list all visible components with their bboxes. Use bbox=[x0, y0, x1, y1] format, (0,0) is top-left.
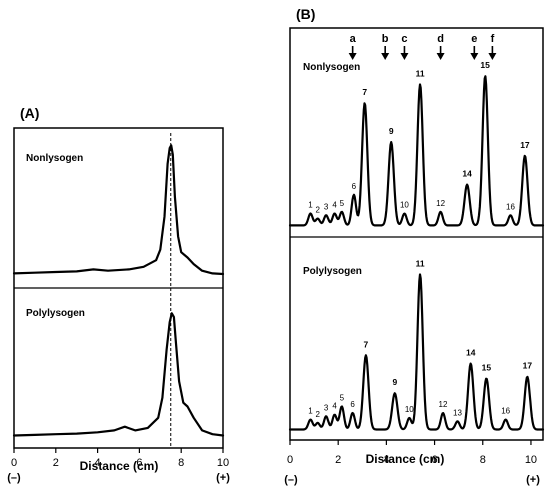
panel-b-peak-label: 15 bbox=[482, 362, 492, 372]
panel-b-peak-label: 6 bbox=[350, 400, 355, 409]
panel-b-peak-label: 17 bbox=[520, 140, 530, 150]
panel-b-peak-label: 12 bbox=[439, 400, 448, 409]
panel-b-peak-label: 4 bbox=[332, 201, 337, 210]
panel-a-x-tick-label: 2 bbox=[53, 457, 59, 469]
panel-b-trace-bottom bbox=[288, 273, 545, 431]
panel-b-peak-label: 14 bbox=[466, 348, 476, 358]
panel-b-peak-label: 16 bbox=[501, 407, 510, 416]
panel-b-peak-label: 9 bbox=[389, 126, 394, 136]
panel-a-x-tick-label: 0 bbox=[11, 457, 17, 469]
panel-a-series-label-bottom: Polylysogen bbox=[26, 308, 85, 319]
panel-b-x-ticks: 0 2 4 6 8 10 bbox=[287, 440, 537, 466]
panel-b-peak-label: 3 bbox=[324, 403, 329, 412]
panel-b-plus-label: (+) bbox=[526, 474, 540, 486]
panel-b-peak-label: 3 bbox=[324, 202, 329, 211]
panel-b-peak-label: 5 bbox=[340, 199, 345, 208]
panel-a-minus-label: (–) bbox=[7, 472, 21, 484]
panel-b-peak-label: 2 bbox=[315, 410, 320, 419]
panel-b-peak-label: 1 bbox=[308, 407, 313, 416]
panel-b-peak-label: 2 bbox=[315, 206, 320, 215]
panel-b-peak-label: 12 bbox=[436, 199, 445, 208]
panel-a-x-axis-title: Distance (cm) bbox=[80, 459, 159, 473]
panel-a-traces bbox=[12, 133, 225, 448]
panel-b-marker-label: a bbox=[350, 33, 357, 45]
panel-b-peak-label: 17 bbox=[523, 361, 533, 371]
panel-b-x-tick-label: 10 bbox=[525, 454, 537, 466]
panel-b-peak-label: 11 bbox=[416, 68, 425, 78]
panel-b-peak-label: 5 bbox=[340, 393, 345, 402]
panel-b-marker-label: d bbox=[437, 33, 444, 45]
panel-b-x-tick-label: 2 bbox=[335, 454, 341, 466]
panel-b-x-tick-label: 8 bbox=[480, 454, 486, 466]
panel-b-peak-label: 7 bbox=[364, 339, 369, 349]
panel-a-x-tick-label: 4 bbox=[95, 457, 101, 469]
panel-b-x-tick-label: 6 bbox=[432, 454, 438, 466]
panel-b-peak-label: 10 bbox=[400, 201, 409, 210]
panel-b-marker-arrow-head bbox=[381, 53, 390, 60]
panel-a: (A) Nonlysogen Polylysogen 0 2 4 6 8 10 (–) (… bbox=[7, 105, 230, 484]
panel-b-peak-label: 9 bbox=[392, 377, 397, 387]
panel-a-trace-top bbox=[12, 144, 225, 276]
panel-b-peak-label: 10 bbox=[405, 405, 414, 414]
panel-b-marker-label: f bbox=[491, 33, 495, 45]
panel-b-trace-top bbox=[288, 75, 545, 227]
panel-b-traces bbox=[288, 75, 545, 431]
panel-b-peak-label: 7 bbox=[362, 87, 367, 97]
panel-b-marker-label: b bbox=[382, 33, 389, 45]
panel-b-x-tick-label: 0 bbox=[287, 454, 293, 466]
panel-b-frame bbox=[289, 27, 544, 441]
panel-a-label: (A) bbox=[20, 105, 39, 121]
panel-b-x-tick-label: 4 bbox=[383, 454, 389, 466]
panel-b-marker-arrow-head bbox=[436, 53, 445, 60]
panel-b-peak-label: 11 bbox=[416, 258, 425, 268]
panel-b-peak-label: 14 bbox=[462, 169, 472, 179]
panel-b-peak-label: 13 bbox=[453, 408, 462, 417]
panel-a-x-tick-label: 6 bbox=[136, 457, 142, 469]
panel-a-trace-bottom bbox=[12, 312, 225, 437]
panel-b-peak-label: 15 bbox=[480, 60, 490, 70]
panel-a-x-ticks: 0 2 4 6 8 10 bbox=[11, 448, 229, 469]
panel-b-series-label-top: Nonlysogen bbox=[303, 62, 360, 73]
panel-b-peak-label: 4 bbox=[332, 402, 337, 411]
panel-a-series-label-top: Nonlysogen bbox=[26, 153, 83, 164]
panel-b-marker-arrow-head bbox=[470, 53, 479, 60]
panel-b-marker-label: e bbox=[471, 33, 477, 45]
panel-a-x-tick-label: 8 bbox=[178, 457, 184, 469]
panel-b-marker-label: c bbox=[401, 33, 407, 45]
panel-a-x-tick-label: 10 bbox=[217, 457, 229, 469]
panel-b-marker-arrow-head bbox=[348, 53, 357, 60]
panel-a-plus-label: (+) bbox=[216, 472, 230, 484]
panel-b-peak-label: 1 bbox=[308, 201, 313, 210]
panel-b-marker-arrow-head bbox=[400, 53, 409, 60]
panel-b-marker-arrow-head bbox=[488, 53, 497, 60]
panel-b-x-axis-title: Distance (cm) bbox=[366, 452, 445, 466]
panel-b-peak-label: 6 bbox=[352, 182, 357, 191]
panel-b-label: (B) bbox=[296, 6, 315, 22]
panel-b-series-label-bottom: Polylysogen bbox=[303, 266, 362, 277]
panel-b-peak-label: 16 bbox=[506, 202, 515, 211]
panel-b-minus-label: (–) bbox=[284, 474, 298, 486]
